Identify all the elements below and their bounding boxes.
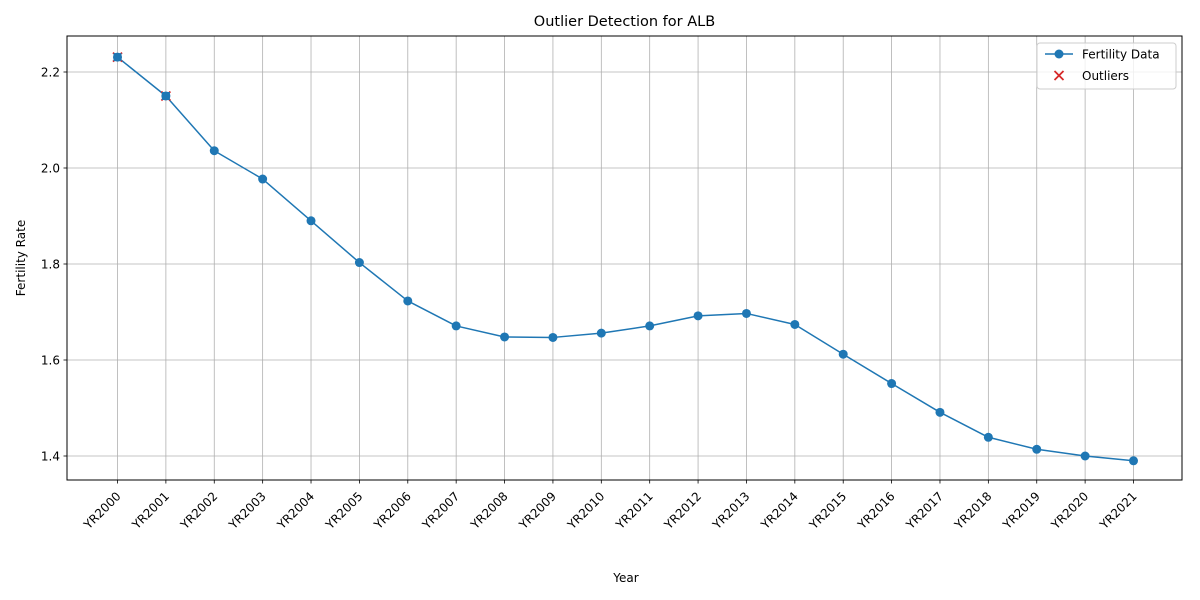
series-line bbox=[117, 56, 1134, 462]
chart-title: Outlier Detection for ALB bbox=[534, 14, 715, 30]
data-point bbox=[935, 407, 945, 417]
data-point bbox=[838, 349, 848, 359]
legend-label-outliers: Outliers bbox=[1082, 69, 1129, 83]
data-point bbox=[1129, 456, 1138, 466]
y-tick-label: 1.8 bbox=[41, 257, 60, 271]
data-point bbox=[983, 432, 993, 442]
y-tick-label: 1.4 bbox=[41, 449, 60, 463]
x-axis-title: Year bbox=[612, 571, 638, 585]
data-point bbox=[209, 146, 219, 156]
legend-marker-swatch bbox=[1054, 49, 1064, 59]
data-point bbox=[887, 379, 897, 389]
y-axis-title: Fertility Rate bbox=[14, 220, 28, 296]
data-point bbox=[693, 311, 703, 321]
data-point bbox=[451, 321, 461, 331]
legend-label-series: Fertility Data bbox=[1082, 48, 1160, 62]
data-point bbox=[1080, 451, 1090, 461]
data-layer bbox=[112, 51, 1138, 466]
y-tick-label: 2.0 bbox=[41, 161, 60, 175]
grid-layer bbox=[67, 36, 1182, 480]
data-point bbox=[306, 216, 316, 226]
data-point bbox=[1032, 444, 1042, 454]
y-tick-label: 1.6 bbox=[41, 353, 60, 367]
data-point bbox=[403, 296, 413, 306]
legend-outlier-x-icon bbox=[1053, 70, 1065, 81]
outlier-overlap-marker bbox=[113, 53, 122, 62]
plot-frame bbox=[66, 35, 1183, 481]
data-point bbox=[596, 328, 606, 338]
data-point bbox=[548, 332, 558, 342]
data-point bbox=[354, 258, 364, 268]
data-point bbox=[258, 174, 268, 184]
data-point bbox=[741, 308, 751, 318]
data-point bbox=[790, 319, 800, 329]
data-point bbox=[500, 332, 510, 342]
legend: Fertility Data Outliers bbox=[1036, 42, 1177, 90]
y-tick-label: 2.2 bbox=[41, 65, 60, 79]
data-point bbox=[645, 321, 655, 331]
outlier-overlap-marker bbox=[161, 92, 170, 100]
